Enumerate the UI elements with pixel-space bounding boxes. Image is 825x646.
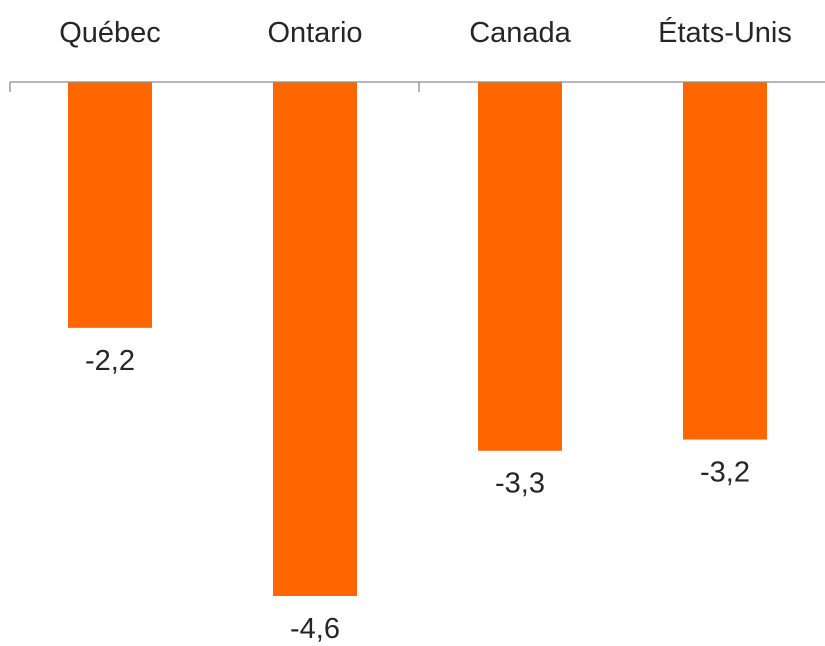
category-label: Ontario <box>267 17 362 49</box>
bar-1 <box>273 82 357 596</box>
category-label: Québec <box>59 17 161 49</box>
data-label: -4,6 <box>290 613 340 645</box>
bar-2 <box>478 82 562 451</box>
category-axis <box>9 81 825 92</box>
category-labels: Québec Ontario Canada États-Unis <box>59 16 792 49</box>
data-label: -3,2 <box>700 457 750 489</box>
bars-group <box>68 82 767 596</box>
value-labels: -2,2 -4,6 -3,3 -3,2 <box>85 345 750 645</box>
data-label: -3,3 <box>495 468 545 500</box>
category-label: Canada <box>469 17 571 49</box>
data-label: -2,2 <box>85 345 135 377</box>
category-label: États-Unis <box>658 16 792 49</box>
bar-3 <box>683 82 767 440</box>
bar-0 <box>68 82 152 328</box>
